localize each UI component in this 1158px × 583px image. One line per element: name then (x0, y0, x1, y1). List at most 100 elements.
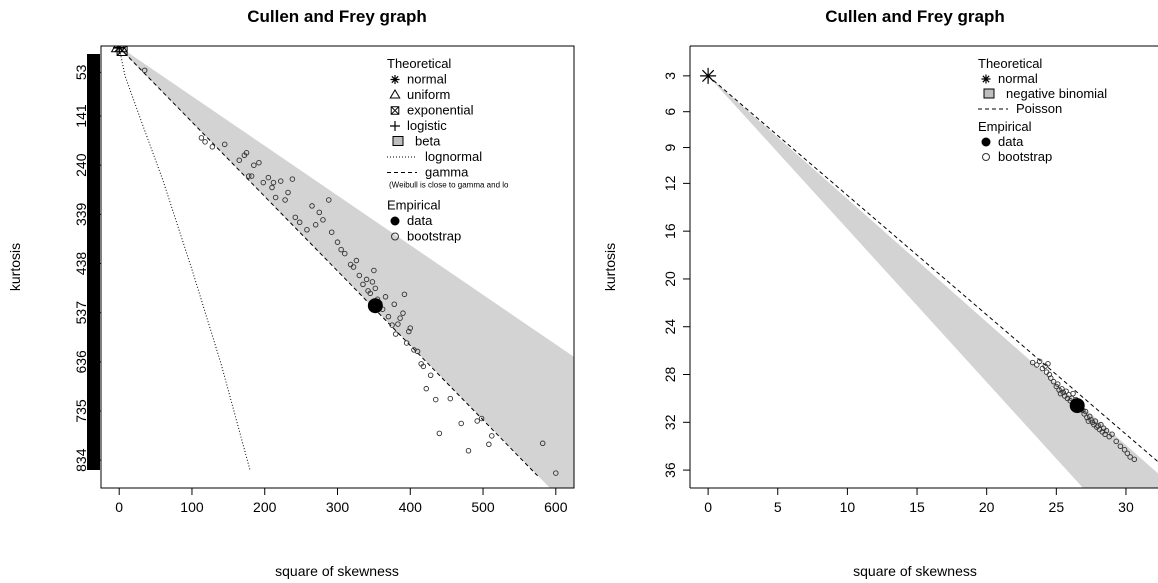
bootstrap-point (1127, 454, 1133, 460)
bootstrap-point (392, 331, 399, 337)
y-tick-label: 6 (662, 108, 678, 116)
bootstrap-point (423, 385, 430, 392)
x-tick-label: 300 (326, 499, 350, 515)
bootstrap-point (367, 290, 373, 297)
legend-bootstrap-label: bootstrap (407, 229, 461, 244)
bootstrap-point (382, 294, 389, 300)
bootstrap-point (1092, 418, 1099, 424)
bootstrap-point (256, 159, 262, 166)
bootstrap-point (1098, 421, 1104, 428)
y-tick-label: 240 (73, 153, 89, 177)
y-tick-label: 24 (662, 319, 678, 335)
bootstrap-point (1054, 381, 1061, 387)
bootstrap-point (1047, 375, 1054, 381)
y-axis-overlap-bar (87, 54, 100, 470)
y-tick-label: 53 (73, 64, 89, 80)
x-tick-label: 30 (1118, 499, 1134, 515)
bootstrap-point (1034, 362, 1040, 368)
bootstrap-point (474, 418, 480, 424)
legend-exponential-symbol (390, 106, 400, 115)
x-tick-label: 20 (979, 499, 995, 515)
bootstrap-point (202, 139, 208, 145)
bootstrap-point (316, 209, 323, 216)
bootstrap-point (1082, 408, 1089, 415)
bootstrap-point (1084, 414, 1090, 421)
bootstrap-point (265, 174, 272, 181)
bootstrap-point (328, 229, 335, 235)
bootstrap-point (221, 141, 228, 148)
bootstrap-point (447, 395, 454, 402)
legend-data-symbol (390, 216, 400, 226)
bootstrap-point (1063, 388, 1069, 394)
bootstrap-point (363, 276, 370, 283)
bootstrap-point (260, 179, 267, 186)
x-tick-label: 0 (115, 499, 123, 515)
legend-logistic-label: logistic (407, 118, 447, 133)
left-chart-title: Cullen and Frey graph (247, 7, 426, 26)
y-tick-label: 141 (73, 104, 89, 128)
bootstrap-point (350, 264, 357, 270)
bootstrap-point (432, 396, 439, 403)
legend-exponential-label: exponential (407, 103, 474, 118)
negative-binomial-region (708, 75, 1158, 488)
bootstrap-point (1131, 456, 1138, 463)
legend-bootstrap-symbol (982, 153, 990, 161)
bootstrap-point (1036, 358, 1043, 365)
legend-negative-binomial-symbol (983, 88, 995, 99)
bootstrap-point (312, 222, 319, 228)
x-tick-label: 10 (840, 499, 856, 515)
legend-beta-label: beta (415, 134, 441, 149)
bootstrap-point (489, 433, 495, 439)
bootstrap-point (1124, 450, 1131, 457)
bootstrap-point (209, 144, 216, 150)
legend-negative-binomial-label: negative binomial (1006, 86, 1107, 101)
bootstrap-point (486, 441, 492, 448)
legend-uniform-label: uniform (407, 87, 450, 102)
bootstrap-point (1059, 386, 1065, 392)
left-chart-panel: 0 100 200 300 400 500 600 53 141 240 339 438 537 636 7… (7, 7, 575, 579)
bootstrap-point (320, 217, 326, 223)
legend-note: (Weibull is close to gamma and lo (389, 181, 509, 190)
legend-lognormal-label: lognormal (425, 149, 482, 164)
x-tick-label: 500 (471, 499, 495, 515)
bootstrap-point (371, 267, 377, 274)
bootstrap-point (400, 310, 406, 316)
bootstrap-point (243, 150, 250, 156)
legend-data-label: data (407, 213, 433, 228)
bootstrap-point (326, 197, 332, 203)
y-tick-label: 32 (662, 414, 678, 430)
x-tick-label: 100 (180, 499, 204, 515)
legend-gamma-label: gamma (425, 165, 469, 180)
bootstrap-point (141, 67, 148, 74)
bootstrap-point (1046, 371, 1053, 378)
y-tick-label: 636 (73, 350, 89, 374)
y-tick-label: 28 (662, 367, 678, 383)
y-tick-label: 12 (662, 175, 678, 191)
observed-data-point (1069, 398, 1085, 414)
bootstrap-point (369, 279, 376, 285)
normal-point (700, 67, 717, 84)
left-legend: Theoreticalnormaluniformexponentiallogis… (387, 56, 509, 244)
bootstrap-point (360, 281, 366, 288)
bootstrap-point (458, 420, 464, 427)
bootstrap-point (285, 189, 291, 196)
right-plot-area (700, 67, 1158, 488)
bootstrap-point (236, 157, 243, 163)
bootstrap-point (372, 285, 379, 292)
x-tick-label: 200 (253, 499, 277, 515)
y-tick-label: 16 (662, 223, 678, 239)
bootstrap-point (391, 301, 398, 307)
bootstrap-point (478, 415, 485, 422)
y-tick-label: 537 (73, 301, 89, 325)
right-y-axis-label: kurtosis (602, 243, 618, 291)
legend-beta-symbol (392, 136, 404, 146)
bootstrap-point (436, 430, 443, 437)
bootstrap-point (553, 470, 559, 476)
bootstrap-point (248, 173, 255, 179)
legend-empirical-heading: Empirical (387, 198, 441, 213)
bootstrap-point (1113, 438, 1119, 445)
legend-uniform-symbol (389, 89, 401, 99)
bootstrap-point (1121, 447, 1128, 453)
